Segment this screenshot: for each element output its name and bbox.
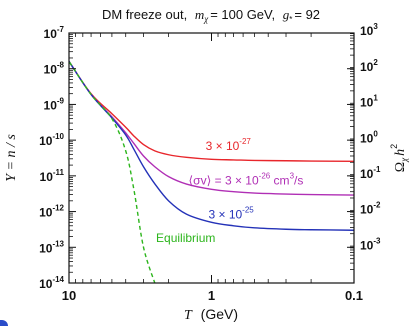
series-label-tail: /s	[294, 173, 303, 187]
title-gstar-symbol: g	[283, 7, 290, 22]
y-tick-label: 10-13	[39, 239, 64, 255]
x-axis-symbol: T	[184, 308, 193, 323]
y2-tick-base: 10	[360, 60, 374, 74]
corner-decoration	[0, 320, 8, 326]
y-tick-base: 10	[39, 134, 53, 148]
y2-tick-exp: 2	[373, 58, 378, 67]
y2-tick-label: 103	[360, 22, 378, 38]
y-tick-base: 10	[44, 27, 58, 41]
y-tick-label: 10-12	[39, 204, 64, 220]
y2-tick-label: 101	[360, 94, 378, 110]
series-label-exp: -25	[242, 206, 254, 215]
y-tick-base: 10	[40, 170, 54, 184]
series-label-exp: -27	[239, 137, 251, 146]
x-axis-label: T (GeV)	[184, 306, 238, 323]
y-tick-label: 10-10	[39, 132, 64, 148]
y-tick-exp: -7	[57, 25, 65, 34]
series-line-2	[69, 60, 354, 196]
minor-ticks	[69, 33, 354, 283]
y-tick-exp: -9	[57, 96, 65, 105]
series-label-base: 3 × 10	[208, 208, 242, 222]
y-tick-base: 10	[44, 63, 58, 77]
x-tick-label: 0.1	[345, 288, 363, 303]
y2-tick-label: 10-2	[360, 201, 381, 217]
series-label-2: ⟨σv⟩ = 3 × 10-26 cm3/s	[189, 171, 304, 187]
title-gstar-sup: *	[289, 15, 292, 24]
y2-axis-label: Ωχh2	[389, 144, 409, 172]
y2-tick-base: 10	[360, 131, 374, 145]
y2-axis-symbol: Ω	[393, 162, 408, 172]
y-axis-label: Y = n / s	[4, 134, 19, 182]
series-line-4	[69, 60, 156, 283]
y2-tick-exp: -3	[373, 236, 381, 245]
y-tick-label: 10-7	[44, 25, 65, 41]
series-label-exp: -26	[259, 171, 271, 180]
y-tick-exp: -8	[57, 61, 65, 70]
y-tick-base: 10	[39, 241, 53, 255]
title-gstar-value: = 92	[294, 7, 320, 22]
y2-tick-base: 10	[360, 238, 374, 252]
series-label-pre: ⟨σv⟩ = 3 × 10	[189, 173, 259, 187]
y2-tick-base: 10	[360, 24, 374, 38]
y-tick-label: 10-9	[44, 96, 65, 112]
series-layer	[69, 60, 354, 283]
series-label-1: 3 × 10-27	[206, 137, 252, 153]
title-mass-symbol: m	[195, 7, 204, 22]
series-line-3	[69, 60, 354, 231]
y2-axis-rest: h	[393, 149, 408, 156]
x-tick-label: 10	[62, 288, 76, 303]
y-tick-exp: -13	[52, 239, 64, 248]
y2-tick-label: 10-1	[360, 165, 381, 181]
y-tick-base: 10	[39, 206, 53, 220]
y2-tick-exp: -1	[373, 165, 381, 174]
y-tick-exp: -11	[53, 168, 65, 177]
y2-tick-exp: 0	[373, 129, 378, 138]
series-line-1	[69, 60, 354, 163]
y-tick-base: 10	[44, 98, 58, 112]
y-tick-exp: -12	[52, 204, 64, 213]
series-label-post: cm	[270, 173, 289, 187]
y-tick-label: 10-14	[39, 275, 64, 291]
y2-tick-base: 10	[360, 203, 374, 217]
y-tick-exp: -10	[52, 132, 64, 141]
series-label-3: 3 × 10-25	[208, 206, 254, 222]
title-mass-value: = 100 GeV,	[210, 7, 275, 22]
y2-tick-base: 10	[360, 96, 374, 110]
y2-tick-base: 10	[360, 167, 374, 181]
y2-tick-label: 100	[360, 129, 378, 145]
y-tick-label: 10-11	[40, 168, 65, 184]
y2-tick-exp: 1	[373, 94, 378, 103]
chart-title: DM freeze out, mχ = 100 GeV, g* = 92	[102, 7, 320, 24]
x-axis-unit: (GeV)	[201, 306, 238, 322]
y-tick-base: 10	[39, 277, 53, 291]
y-tick-exp: -14	[52, 275, 64, 284]
series-labels: 3 × 10-27⟨σv⟩ = 3 × 10-26 cm3/s3 × 10-25…	[156, 137, 303, 245]
y2-tick-exp: 3	[373, 22, 378, 31]
y2-tick-exp: -2	[373, 201, 381, 210]
title-mass-sub: χ	[203, 14, 209, 24]
y2-axis-sub: χ	[399, 157, 409, 163]
x-axis-ticks: 10 1 0.1	[62, 33, 363, 303]
y2-tick-label: 102	[360, 58, 378, 74]
y2-axis-sup: 2	[389, 144, 399, 149]
plot-frame	[68, 32, 355, 284]
series-label-4: Equilibrium	[156, 231, 215, 245]
series-label-base: 3 × 10	[206, 139, 240, 153]
y-tick-label: 10-8	[44, 61, 65, 77]
series-label-post-sup: 3	[290, 171, 295, 180]
title-prefix: DM freeze out,	[102, 7, 187, 22]
x-tick-label: 1	[208, 288, 215, 303]
y2-tick-label: 10-3	[360, 236, 381, 252]
